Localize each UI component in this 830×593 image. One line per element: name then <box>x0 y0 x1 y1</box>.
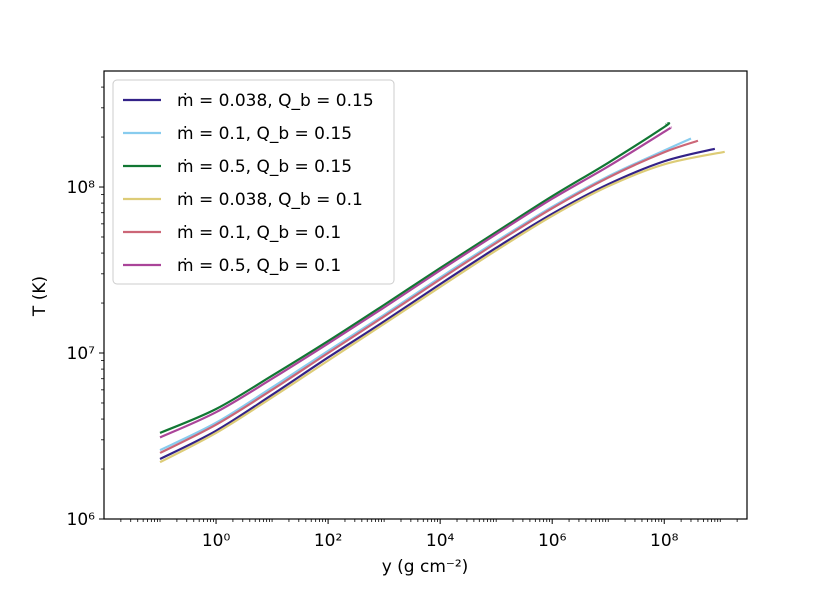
series-layer <box>159 122 725 464</box>
legend-label-4: ṁ = 0.038, Q_b = 0.1 <box>177 190 363 210</box>
legend-label-2: ṁ = 0.1, Q_b = 0.15 <box>177 124 352 144</box>
series-line-2 <box>159 137 692 452</box>
x-tick-label-1: 10⁰ <box>202 531 231 551</box>
y-tick-label-3: 10⁸ <box>67 178 96 198</box>
series-line-5 <box>159 139 699 454</box>
plot-frame <box>103 70 748 520</box>
x-tick-label-2: 10² <box>314 531 342 551</box>
legend: ṁ = 0.038, Q_b = 0.15 ṁ = 0.1, Q_b = 0.15… <box>112 79 395 285</box>
y-tick-label-2: 10⁷ <box>67 344 96 364</box>
ticks-layer: 10⁰ 10² 10⁴ 10⁶ 10⁸ 10⁶ 10⁷ 10⁸ <box>67 86 738 551</box>
series-line-4 <box>159 150 725 464</box>
series-line-6 <box>159 126 673 439</box>
x-axis-label: y (g cm⁻²) <box>382 557 469 577</box>
legend-label-1: ṁ = 0.038, Q_b = 0.15 <box>177 91 374 111</box>
series-line-3 <box>159 122 671 434</box>
x-tick-label-5: 10⁸ <box>650 531 679 551</box>
legend-label-6: ṁ = 0.5, Q_b = 0.1 <box>177 256 341 276</box>
y-axis-label: T (K) <box>30 276 50 317</box>
series-line-1 <box>159 147 716 460</box>
y-tick-label-1: 10⁶ <box>67 510 96 530</box>
x-tick-label-3: 10⁴ <box>426 531 455 551</box>
legend-label-3: ṁ = 0.5, Q_b = 0.15 <box>177 157 352 177</box>
legend-label-5: ṁ = 0.1, Q_b = 0.1 <box>177 223 341 243</box>
legend-box <box>112 79 395 285</box>
x-tick-label-4: 10⁶ <box>538 531 567 551</box>
